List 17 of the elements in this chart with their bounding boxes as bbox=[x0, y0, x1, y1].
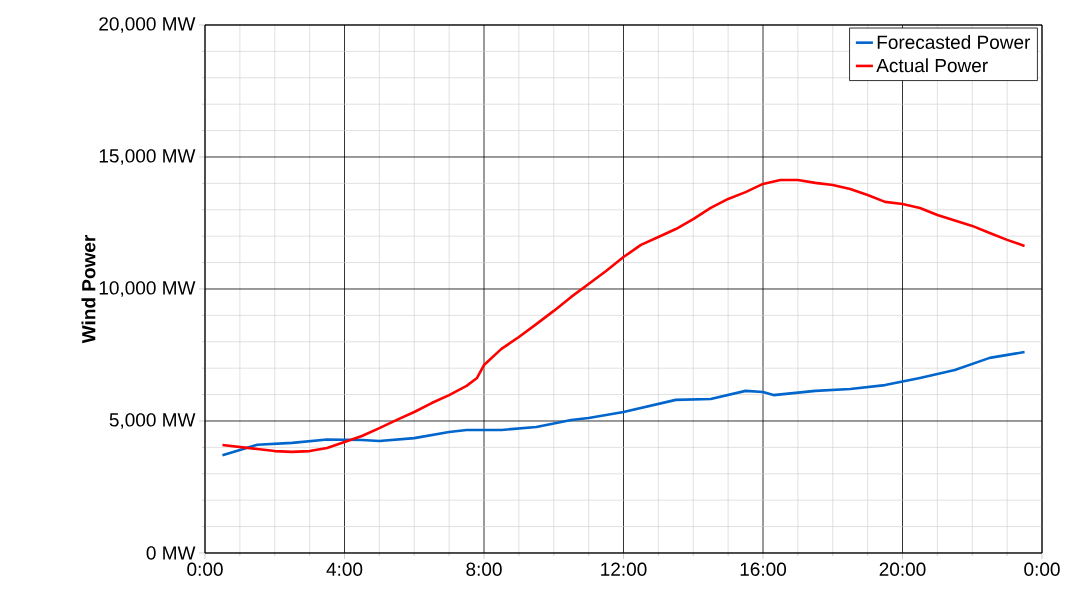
line-series bbox=[221, 350, 1026, 457]
x-tick-label: 0:00 bbox=[1024, 562, 1060, 576]
x-tick-label: 12:00 bbox=[601, 562, 647, 576]
y-tick-label: 10,000 MW bbox=[99, 281, 196, 297]
y-tick-label: 5,000 MW bbox=[109, 413, 196, 429]
y-tick-label: 0 MW bbox=[146, 546, 196, 560]
x-tick-label: 4:00 bbox=[326, 562, 363, 576]
y-axis-title: Wind Power bbox=[81, 234, 96, 344]
y-tick-label: 15,000 MW bbox=[99, 149, 196, 165]
legend-label: Forecasted Power bbox=[877, 35, 1031, 49]
x-tick-label: 20:00 bbox=[879, 562, 926, 576]
x-tick-label: 16:00 bbox=[740, 562, 787, 576]
legend-label: Actual Power bbox=[876, 58, 988, 73]
x-tick-label: 0:00 bbox=[187, 562, 223, 576]
line-series bbox=[221, 178, 1026, 454]
x-tick-label: 8:00 bbox=[466, 562, 502, 576]
y-tick-label: 20,000 MW bbox=[99, 17, 196, 33]
